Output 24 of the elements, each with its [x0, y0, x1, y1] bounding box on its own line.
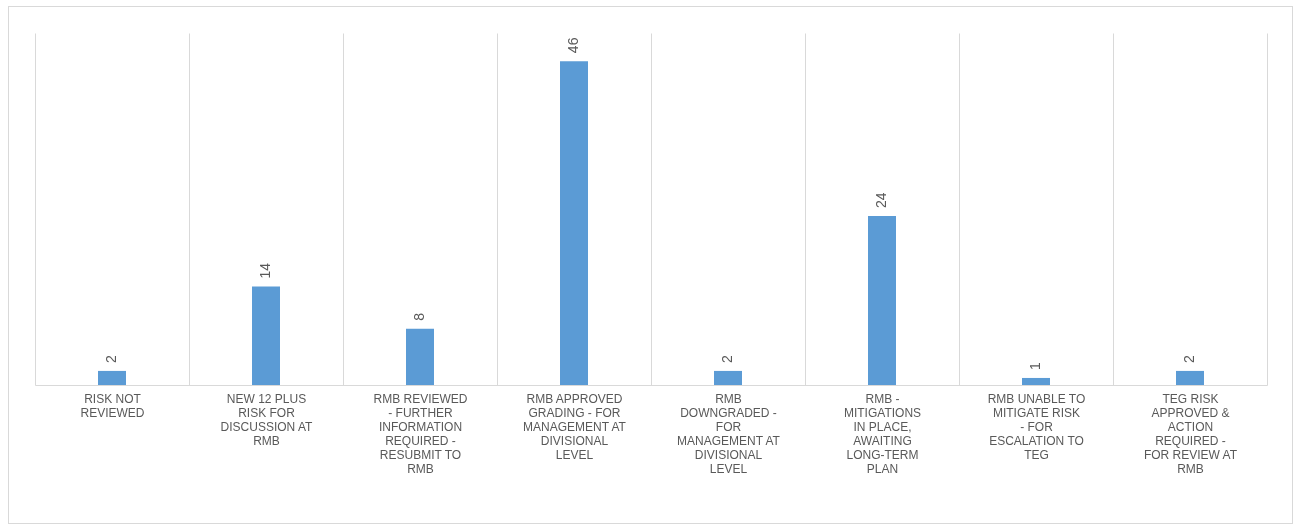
- data-label: 2: [1181, 354, 1197, 363]
- data-label: 24: [873, 192, 889, 209]
- bar: [714, 370, 742, 385]
- bar: [560, 61, 588, 385]
- x-tick-label: TEG RISK APPROVED & ACTION REQUIRED - FOR REVIEW AT RMB: [1143, 391, 1238, 476]
- data-label: 46: [565, 37, 581, 54]
- x-tick-label: RMB REVIEWED - FURTHER INFORMATION REQUIRED - RESUBMIT TO RMB: [373, 391, 468, 476]
- x-tick-label: NEW 12 PLUS RISK FOR DISCUSSION AT RMB: [220, 391, 314, 448]
- x-tick-label: RMB UNABLE TO MITIGATE RISK - FOR ESCALATION TO TEG: [987, 391, 1086, 462]
- bar: [1176, 370, 1204, 385]
- bar: [868, 216, 896, 385]
- x-tick-label: RISK NOT REVIEWED: [80, 391, 145, 420]
- x-tick-label: RMB DOWNGRADED - FOR MANAGEMENT AT DIVISIONAL LEVEL: [677, 391, 781, 476]
- bar: [1022, 377, 1050, 385]
- data-label: 1: [1027, 361, 1043, 370]
- data-label: 2: [719, 354, 735, 363]
- bar: [98, 370, 126, 385]
- data-label: 8: [411, 312, 427, 321]
- bar: [252, 286, 280, 385]
- data-label: 14: [257, 262, 273, 279]
- data-label: 2: [103, 354, 119, 363]
- x-tick-label: RMB APPROVED GRADING - FOR MANAGEMENT AT DIVISIONAL LEVEL: [523, 391, 627, 462]
- x-tick-label: RMB - MITIGATIONS IN PLACE, AWAITING LONG-TERM PLAN: [843, 391, 922, 476]
- bar: [406, 328, 434, 385]
